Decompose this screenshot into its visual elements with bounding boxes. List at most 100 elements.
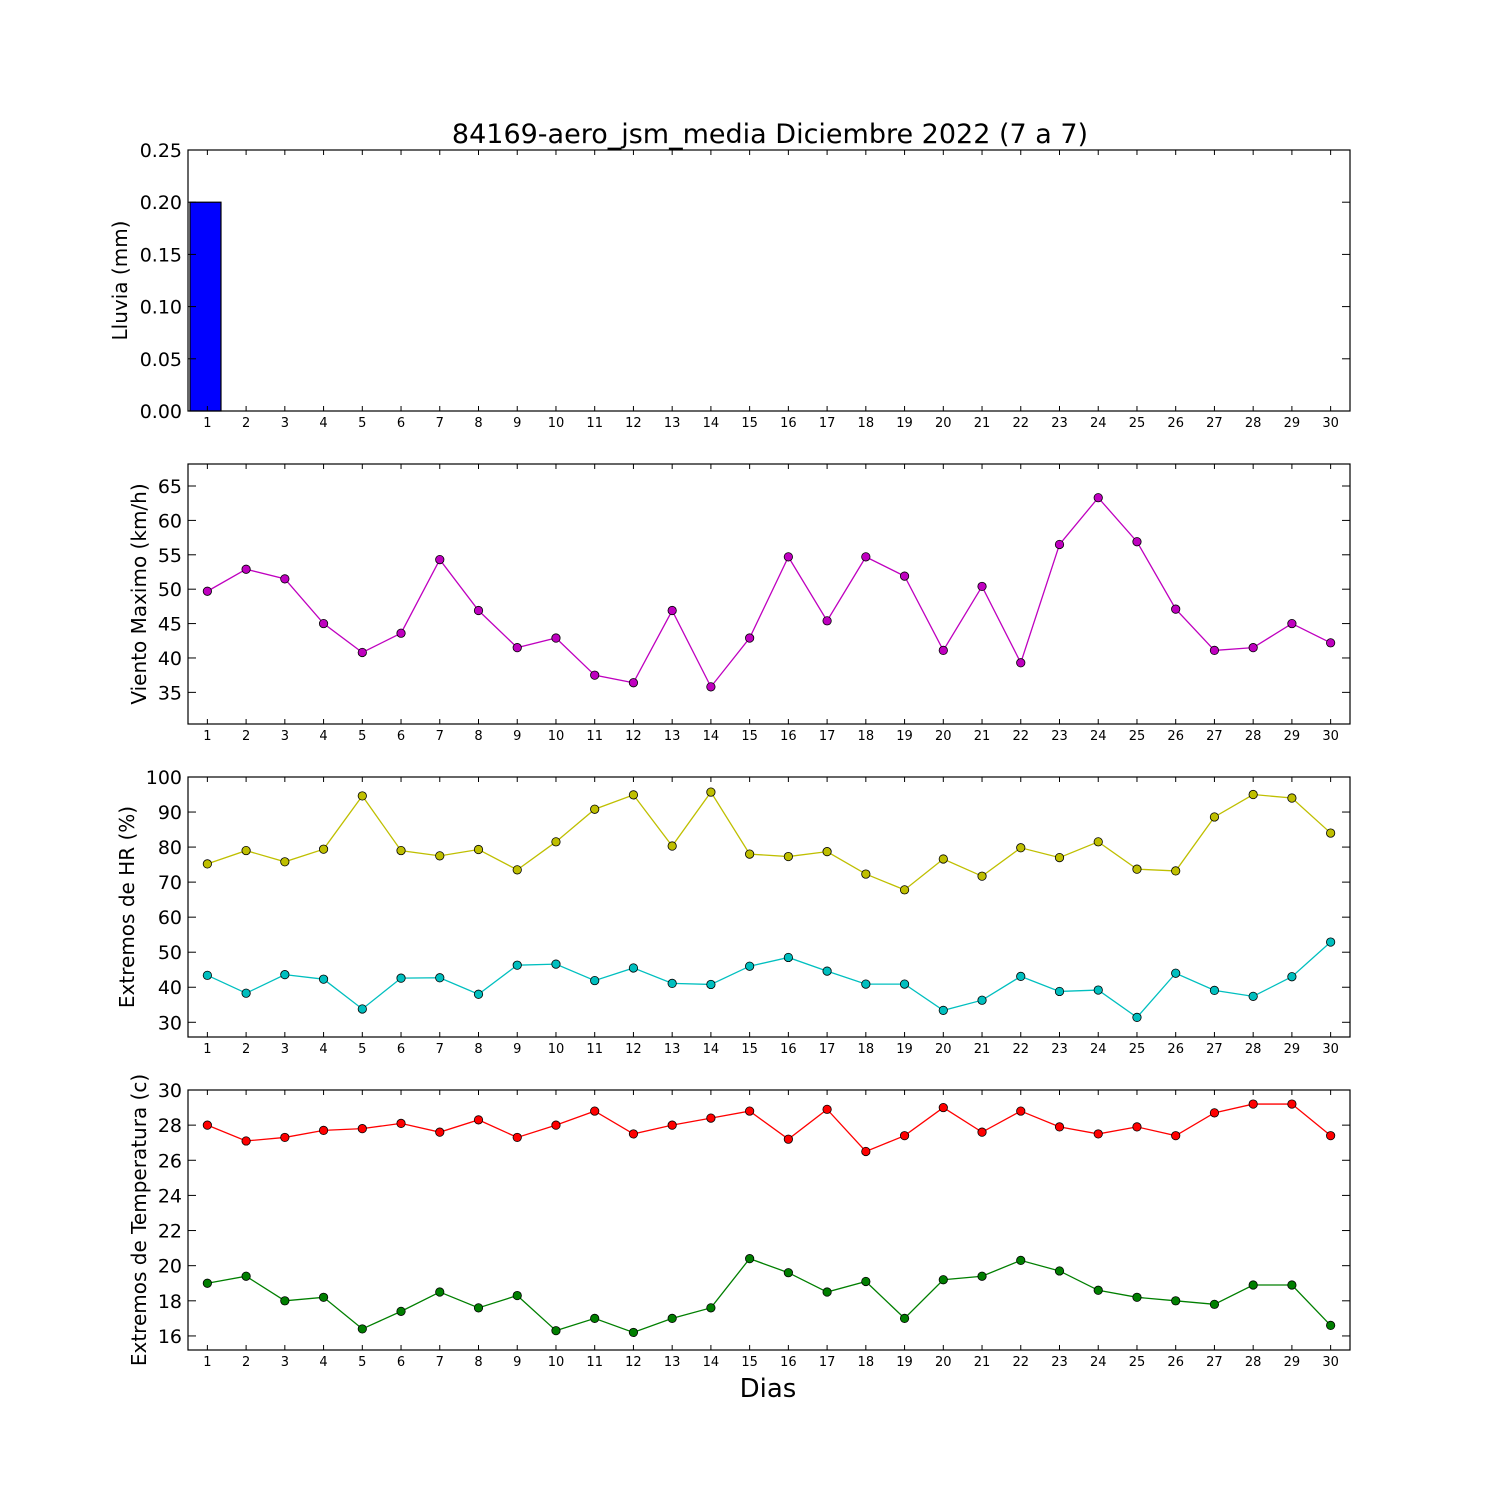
x-tick-label: 17 (819, 416, 836, 431)
x-tick-label: 29 (1284, 416, 1301, 431)
point-s1-day-21 (977, 581, 987, 592)
point-s1-day-29 (1287, 793, 1297, 803)
point-s2-day-27 (1209, 1299, 1220, 1309)
y-tick-label: 30 (158, 1080, 182, 1102)
x-tick-label: 20 (935, 1042, 952, 1057)
x-tick-label: 3 (281, 1042, 289, 1057)
point-s2-day-30 (1326, 937, 1336, 947)
point-s1-day-18 (861, 1146, 871, 1157)
x-tick-label: 18 (858, 1042, 875, 1057)
point-s1-day-14 (706, 787, 716, 797)
point-s1-day-8 (473, 844, 484, 855)
x-tick-label: 14 (703, 1042, 720, 1057)
x-tick-label: 24 (1090, 416, 1107, 431)
x-tick-label: 7 (436, 416, 444, 431)
y-tick-label: 55 (158, 545, 182, 567)
x-tick-label: 5 (358, 416, 366, 431)
point-s2-day-29 (1287, 1280, 1297, 1290)
point-s2-day-21 (977, 1271, 987, 1281)
point-s1-day-22 (1016, 1106, 1026, 1116)
point-s1-day-24 (1093, 493, 1103, 503)
point-s1-day-10 (551, 1120, 561, 1130)
point-s1-day-29 (1287, 1099, 1297, 1109)
x-tick-label: 20 (935, 416, 952, 431)
point-s2-day-2 (241, 988, 251, 998)
point-s1-day-4 (318, 844, 329, 854)
point-s2-day-16 (783, 1268, 793, 1278)
point-s1-day-17 (822, 616, 832, 626)
x-tick-label: 19 (896, 729, 913, 744)
panel-4: 1 2 3 4 5 6 7 8 9 10 11 12 13 14 15 16 17 18 19 20 21 22 23 24 2… (127, 1074, 1351, 1370)
x-tick-label: 21 (974, 1042, 991, 1057)
point-s2-day-11 (590, 975, 600, 986)
point-s1-day-11 (590, 670, 600, 680)
point-s1-day-22 (1016, 843, 1026, 853)
y-tick-label: 50 (158, 579, 182, 601)
point-s2-day-6 (396, 973, 406, 983)
point-s1-day-14 (706, 1113, 716, 1123)
x-tick-label: 19 (896, 416, 913, 431)
point-s2-day-11 (590, 1313, 600, 1323)
point-s2-day-24 (1093, 1285, 1103, 1295)
point-s1-day-13 (667, 1120, 677, 1130)
x-tick-label: 25 (1129, 729, 1146, 744)
x-tick-label: 23 (1051, 729, 1068, 744)
y-tick-label: 45 (158, 614, 182, 636)
panel-2: 1 2 3 4 5 6 7 8 9 10 11 12 13 14 15 16 17 18 19 20 21 22 23 24 2… (127, 463, 1351, 744)
x-tick-label: 15 (741, 1042, 758, 1057)
x-tick-label: 17 (819, 1042, 836, 1057)
point-s2-day-23 (1054, 986, 1065, 997)
y-tick-label: 65 (158, 476, 182, 498)
x-tick-label: 11 (586, 416, 603, 431)
point-s2-day-19 (899, 979, 910, 989)
point-s2-day-16 (783, 952, 793, 963)
x-tick-label: 15 (741, 729, 758, 744)
x-tick-label: 12 (625, 1355, 642, 1370)
x-tick-label: 10 (548, 1355, 565, 1370)
x-tick-label: 1 (203, 416, 211, 431)
point-s2-day-9 (512, 960, 522, 970)
x-tick-label: 28 (1245, 729, 1262, 744)
x-tick-label: 4 (319, 1042, 327, 1057)
point-s1-day-7 (435, 851, 445, 861)
x-tick-label: 16 (780, 1042, 797, 1057)
point-s2-day-22 (1016, 971, 1026, 981)
point-s1-day-23 (1054, 852, 1065, 863)
x-tick-label: 24 (1090, 1042, 1107, 1057)
point-s2-day-14 (706, 979, 716, 990)
axes-frame (187, 776, 1351, 1038)
x-tick-label: 5 (358, 1042, 366, 1057)
y-tick-label: 30 (158, 1012, 182, 1034)
x-tick-label: 23 (1051, 1355, 1068, 1370)
point-s1-day-8 (473, 605, 484, 616)
point-s2-day-7 (435, 973, 445, 983)
y-axis-label: Lluvia (mm) (108, 221, 132, 341)
chart-title: 84169-aero_jsm_media Diciembre 2022 (7 a… (452, 119, 1088, 150)
x-tick-label: 6 (397, 1042, 405, 1057)
axes-frame (187, 1089, 1351, 1351)
point-s1-day-11 (590, 804, 600, 814)
point-s1-day-20 (938, 854, 948, 864)
y-tick-label: 18 (158, 1291, 182, 1313)
x-tick-label: 30 (1322, 1355, 1339, 1370)
point-s1-day-26 (1171, 866, 1181, 876)
x-tick-label: 3 (281, 1355, 289, 1370)
point-s1-day-18 (861, 869, 871, 879)
point-s1-day-9 (512, 1132, 522, 1143)
x-tick-label: 22 (1012, 416, 1029, 431)
x-tick-label: 19 (896, 1042, 913, 1057)
point-s1-day-17 (822, 1104, 832, 1114)
point-s2-day-7 (435, 1287, 445, 1297)
x-tick-label: 20 (935, 729, 952, 744)
point-s2-day-26 (1171, 1296, 1181, 1306)
point-s2-day-29 (1287, 972, 1297, 982)
point-s1-day-28 (1248, 643, 1258, 653)
point-s1-day-9 (512, 865, 522, 875)
x-tick-label: 1 (203, 729, 211, 744)
y-tick-label: 26 (158, 1150, 182, 1172)
point-s1-day-1 (202, 859, 212, 869)
point-s1-day-27 (1209, 812, 1220, 822)
x-tick-label: 30 (1322, 416, 1339, 431)
point-s1-day-5 (357, 647, 367, 658)
point-s2-day-3 (280, 970, 290, 980)
